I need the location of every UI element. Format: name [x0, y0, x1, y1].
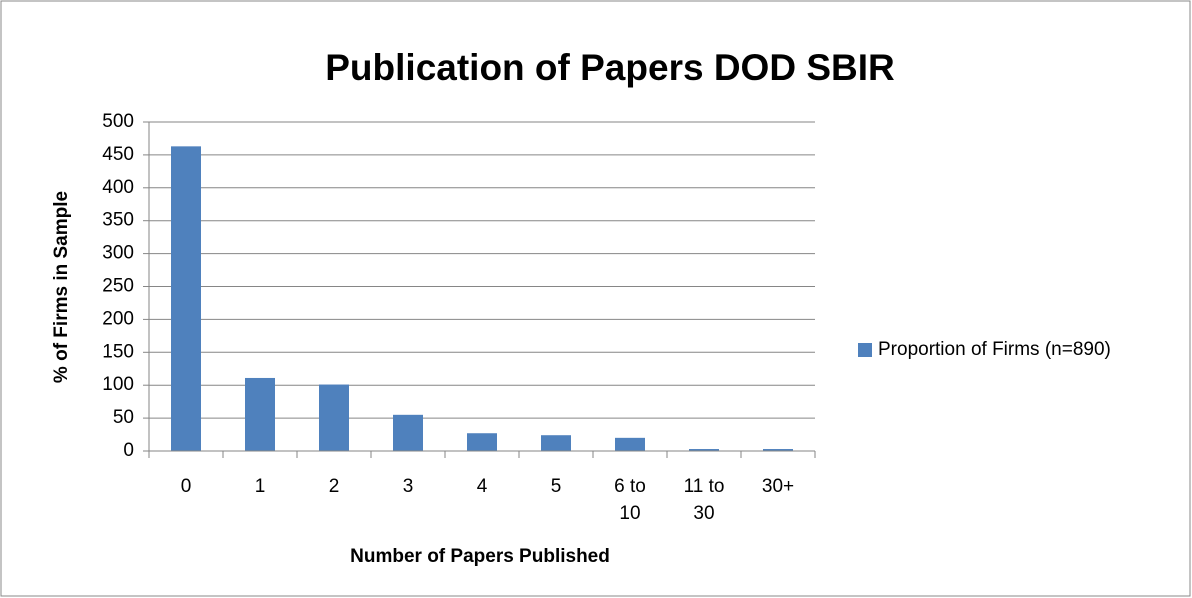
x-tick-label: 3	[402, 476, 414, 497]
y-tick-label: 50	[113, 407, 134, 428]
y-tick-label: 100	[102, 374, 134, 395]
y-tick-label: 250	[102, 276, 134, 297]
bar	[541, 435, 571, 451]
bar	[763, 449, 793, 451]
y-tick-label: 300	[102, 243, 134, 264]
legend-swatch	[858, 343, 872, 357]
y-tick-label: 500	[102, 111, 134, 132]
y-axis-title: % of Firms in Sample	[51, 191, 72, 383]
x-tick-label: 30+	[761, 476, 795, 497]
x-tick-label: 1	[254, 476, 266, 497]
bar	[393, 414, 423, 451]
x-tick-label: 6 to 10	[614, 476, 646, 524]
y-tick-label: 400	[102, 177, 134, 198]
bar	[689, 449, 719, 451]
y-tick-label: 350	[102, 210, 134, 231]
bar	[245, 377, 275, 451]
x-tick-label: 11 to 30	[683, 476, 725, 524]
x-tick-label: 2	[328, 476, 340, 497]
bar	[319, 384, 349, 451]
legend-label: Proportion of Firms (n=890)	[878, 339, 1111, 360]
chart-title: Publication of Papers DOD SBIR	[325, 47, 894, 88]
y-tick-label: 450	[102, 144, 134, 165]
x-tick-label: 4	[476, 476, 488, 497]
y-tick-label: 200	[102, 308, 134, 329]
x-axis-title: Number of Papers Published	[350, 546, 610, 567]
bar	[171, 146, 201, 451]
y-tick-label: 0	[123, 440, 134, 461]
x-tick-label: 0	[180, 476, 192, 497]
y-tick-label: 150	[102, 341, 134, 362]
bar	[467, 433, 497, 451]
x-tick-label: 5	[550, 476, 562, 497]
bar	[615, 437, 645, 451]
